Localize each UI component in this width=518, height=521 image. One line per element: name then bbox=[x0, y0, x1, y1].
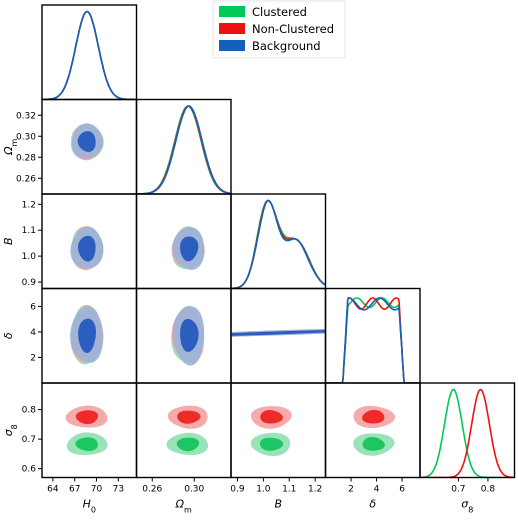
xlabel-H0: H0 bbox=[83, 498, 96, 515]
ylabel-B: B bbox=[2, 237, 15, 245]
ytick-label-Om-0.26: 0.26 bbox=[16, 174, 36, 184]
contour-68-non-clustered-B-s8 bbox=[260, 410, 283, 424]
contour-68-background-H0-Om bbox=[77, 131, 96, 153]
legend-label-clustered: Clustered bbox=[252, 5, 307, 19]
legend-label-non-clustered: Non-Clustered bbox=[252, 22, 334, 36]
curve-Background-delta bbox=[325, 297, 420, 383]
curve-Clustered-Om bbox=[136, 105, 231, 194]
contour-68-background-B-delta bbox=[231, 330, 326, 336]
contour-68-background-Om-delta bbox=[180, 318, 199, 352]
panel-delta-delta bbox=[325, 297, 420, 383]
panel-frame-B-B bbox=[230, 193, 327, 290]
contour-68-non-clustered-H0-s8 bbox=[75, 410, 98, 425]
legend-label-background: Background bbox=[252, 39, 321, 53]
xlabel-Om: Ωm bbox=[175, 498, 192, 515]
xtick-label-delta-6: 6 bbox=[399, 485, 405, 495]
panel-H0-Om bbox=[71, 123, 104, 161]
ylabel-s8: σ8 bbox=[2, 424, 19, 436]
contour-68-clustered-Om-s8 bbox=[176, 437, 200, 452]
contour-68-clustered-delta-s8 bbox=[362, 437, 385, 451]
panel-delta-s8 bbox=[353, 405, 396, 456]
panel-frame-s8-s8 bbox=[419, 382, 516, 479]
contour-68-background-Om-B bbox=[180, 236, 199, 262]
xtick-label-s8-0.8: 0.8 bbox=[481, 485, 496, 495]
contour-68-clustered-B-s8 bbox=[259, 437, 284, 451]
curve-Clustered-B bbox=[231, 199, 326, 289]
xtick-label-Om-0.26: 0.26 bbox=[142, 485, 162, 495]
xlabel-s8: σ8 bbox=[461, 498, 473, 515]
contour-68-background-H0-delta bbox=[78, 318, 97, 354]
panel-frame-H0-H0 bbox=[41, 4, 138, 101]
panel-H0-H0 bbox=[42, 10, 137, 100]
ytick-label-delta-4: 4 bbox=[30, 328, 36, 338]
ytick-label-s8-0.8: 0.8 bbox=[22, 406, 37, 416]
contour-68-clustered-H0-s8 bbox=[75, 437, 98, 451]
curve-Non-Clustered-s8 bbox=[420, 388, 515, 478]
xtick-label-H0-67: 67 bbox=[69, 485, 80, 495]
xtick-label-delta-2: 2 bbox=[348, 485, 354, 495]
ytick-label-B-1.0: 1.0 bbox=[22, 252, 37, 262]
panel-Om-delta bbox=[171, 305, 205, 366]
ytick-label-delta-2: 2 bbox=[30, 353, 36, 363]
panel-frame-delta-s8 bbox=[324, 382, 421, 479]
curve-Background-B bbox=[231, 199, 326, 289]
legend-swatch-clustered bbox=[219, 6, 245, 17]
ytick-label-B-1.2: 1.2 bbox=[22, 200, 36, 210]
ytick-label-Om-0.32: 0.32 bbox=[16, 111, 36, 121]
panel-Om-B bbox=[171, 226, 205, 271]
curve-Non-Clustered-H0 bbox=[42, 10, 137, 100]
curve-Clustered-s8 bbox=[420, 388, 515, 478]
panel-Om-Om bbox=[136, 105, 231, 194]
panel-H0-B bbox=[70, 226, 104, 271]
ytick-label-s8-0.7: 0.7 bbox=[22, 435, 36, 445]
xtick-label-B-1.2: 1.2 bbox=[308, 485, 322, 495]
ytick-label-B-1.1: 1.1 bbox=[22, 226, 36, 236]
curve-Background-Om bbox=[136, 105, 231, 194]
curve-Non-Clustered-B bbox=[231, 199, 326, 289]
curve-Non-Clustered-Om bbox=[136, 105, 231, 194]
curve-Background-H0 bbox=[42, 10, 137, 100]
xlabel-B: B bbox=[274, 498, 282, 511]
legend: Clustered Non-Clustered Background bbox=[212, 0, 346, 59]
panel-frame-Om-s8 bbox=[135, 382, 232, 479]
panel-frame-H0-s8 bbox=[41, 382, 138, 479]
panel-B-s8 bbox=[250, 406, 292, 457]
panel-frame-B-s8 bbox=[230, 382, 327, 479]
curve-Clustered-H0 bbox=[42, 10, 137, 100]
panel-B-B bbox=[231, 199, 326, 289]
xtick-label-delta-4: 4 bbox=[374, 485, 380, 495]
xtick-label-s8-0.7: 0.7 bbox=[451, 485, 465, 495]
ylabel-delta: δ bbox=[2, 332, 15, 339]
xtick-label-H0-73: 73 bbox=[113, 485, 124, 495]
xtick-label-H0-64: 64 bbox=[47, 485, 59, 495]
ytick-label-Om-0.28: 0.28 bbox=[16, 153, 36, 163]
ytick-label-s8-0.6: 0.6 bbox=[22, 465, 37, 475]
contour-68-non-clustered-delta-s8 bbox=[361, 409, 385, 424]
panel-H0-s8 bbox=[65, 405, 108, 455]
xtick-label-B-0.9: 0.9 bbox=[230, 485, 245, 495]
ytick-label-Om-0.30: 0.30 bbox=[16, 132, 36, 142]
legend-swatch-non-clustered bbox=[219, 23, 245, 34]
legend-swatch-background bbox=[219, 40, 245, 51]
panel-s8-s8 bbox=[420, 388, 515, 478]
xtick-label-Om-0.30: 0.30 bbox=[184, 485, 204, 495]
panel-H0-delta bbox=[70, 304, 104, 365]
xtick-label-B-1.0: 1.0 bbox=[256, 485, 271, 495]
panel-B-delta bbox=[231, 329, 326, 337]
xtick-label-H0-70: 70 bbox=[91, 485, 103, 495]
xlabel-delta: δ bbox=[369, 498, 376, 511]
ytick-label-B-0.9: 0.9 bbox=[22, 278, 37, 288]
curve-Non-Clustered-delta bbox=[325, 297, 420, 383]
ytick-label-delta-6: 6 bbox=[30, 302, 36, 312]
contour-68-non-clustered-Om-s8 bbox=[177, 410, 201, 424]
panel-Om-s8 bbox=[166, 405, 209, 455]
curve-Clustered-delta bbox=[325, 297, 420, 383]
contour-68-background-H0-B bbox=[78, 235, 96, 262]
xtick-label-B-1.1: 1.1 bbox=[282, 485, 296, 495]
